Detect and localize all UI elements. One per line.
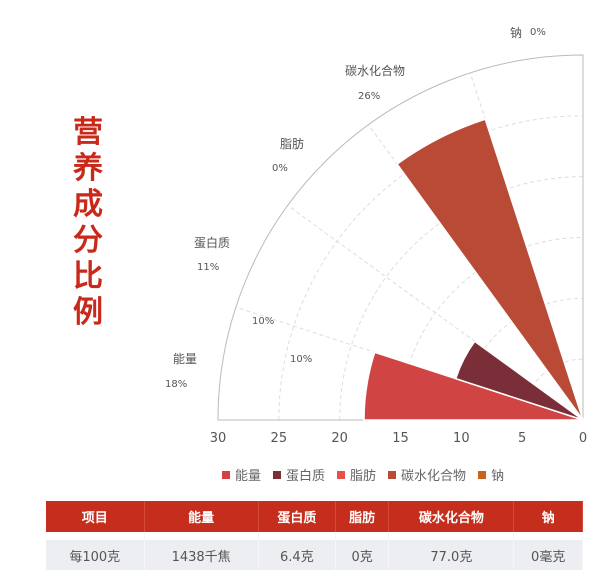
value-label: 18%	[165, 379, 187, 390]
legend-label: 钠	[491, 469, 505, 484]
legend-label: 碳水化合物	[401, 469, 467, 484]
category-label: 碳水化合物	[345, 63, 405, 78]
legend: 能量 蛋白质 脂肪 碳水化合物 钠	[222, 465, 504, 484]
legend-item[interactable]: 蛋白质	[273, 465, 325, 484]
legend-label: 脂肪	[350, 469, 377, 484]
tick-label: 30	[210, 431, 227, 446]
category-label: 蛋白质	[194, 235, 230, 250]
table-cell: 6.4克	[258, 540, 336, 570]
table-cell: 77.0克	[388, 540, 515, 570]
tick-label: 5	[518, 431, 526, 446]
tick-label: 10	[453, 431, 470, 446]
table-header: 钠	[513, 501, 583, 532]
grid-arc	[339, 176, 584, 421]
nutrition-table: 项目 能量 蛋白质 脂肪 碳水化合物钠 每100克 1438千焦 6.4克 0克 77.0克 0毫…	[46, 501, 583, 570]
annotation: 10%	[290, 354, 312, 365]
legend-swatch	[222, 470, 230, 479]
tick-label: 20	[331, 431, 348, 446]
tick-label: 25	[271, 431, 288, 446]
category-label: 钠	[510, 25, 522, 40]
table-header: 项目	[46, 501, 145, 532]
tick-label: 0	[579, 431, 587, 446]
tick-label: 15	[392, 431, 409, 446]
legend-item[interactable]: 能量	[222, 465, 261, 484]
grid-arc	[400, 237, 584, 421]
legend-label: 能量	[235, 469, 262, 484]
table-cell: 0毫克	[513, 540, 583, 570]
legend-item[interactable]: 碳水化合物	[388, 465, 466, 484]
legend-swatch	[337, 470, 346, 479]
chart-frame	[217, 54, 584, 421]
table-header: 碳水化合物	[388, 501, 515, 532]
value-label: 26%	[358, 91, 380, 102]
legend-swatch	[388, 470, 397, 479]
table-header: 脂肪	[335, 501, 390, 532]
legend-swatch	[478, 470, 487, 479]
value-label: 11%	[197, 262, 219, 273]
value-label: 0%	[530, 27, 546, 38]
table-cell: 0克	[335, 540, 390, 570]
legend-item[interactable]: 钠	[478, 465, 504, 484]
table-header: 蛋白质	[258, 501, 336, 532]
polar-chart: 能量 18% 蛋白质 11% 脂肪 0% 碳水化合物 26% 钠 0% 10% 10% 30 25 20 15…	[165, 25, 587, 446]
grid-spoke	[287, 205, 584, 421]
legend-label: 蛋白质	[286, 469, 326, 484]
table-row: 每100克 1438千焦 6.4克 0克 77.0克 0毫克	[46, 540, 583, 570]
bar-3	[396, 118, 584, 421]
table-header: 能量	[144, 501, 259, 532]
annotation: 10%	[252, 316, 274, 327]
table-cell: 每100克	[46, 540, 145, 570]
legend-item[interactable]: 脂肪	[337, 465, 376, 484]
chart-title: 营养成分比例	[73, 115, 103, 330]
value-label: 0%	[272, 163, 288, 174]
grid-arc	[278, 115, 584, 421]
category-label: 能量	[173, 352, 197, 366]
bar-1	[454, 340, 584, 421]
table-cell: 1438千焦	[144, 540, 259, 570]
bar-0	[363, 351, 584, 421]
category-label: 脂肪	[280, 136, 304, 151]
legend-swatch	[273, 470, 282, 479]
